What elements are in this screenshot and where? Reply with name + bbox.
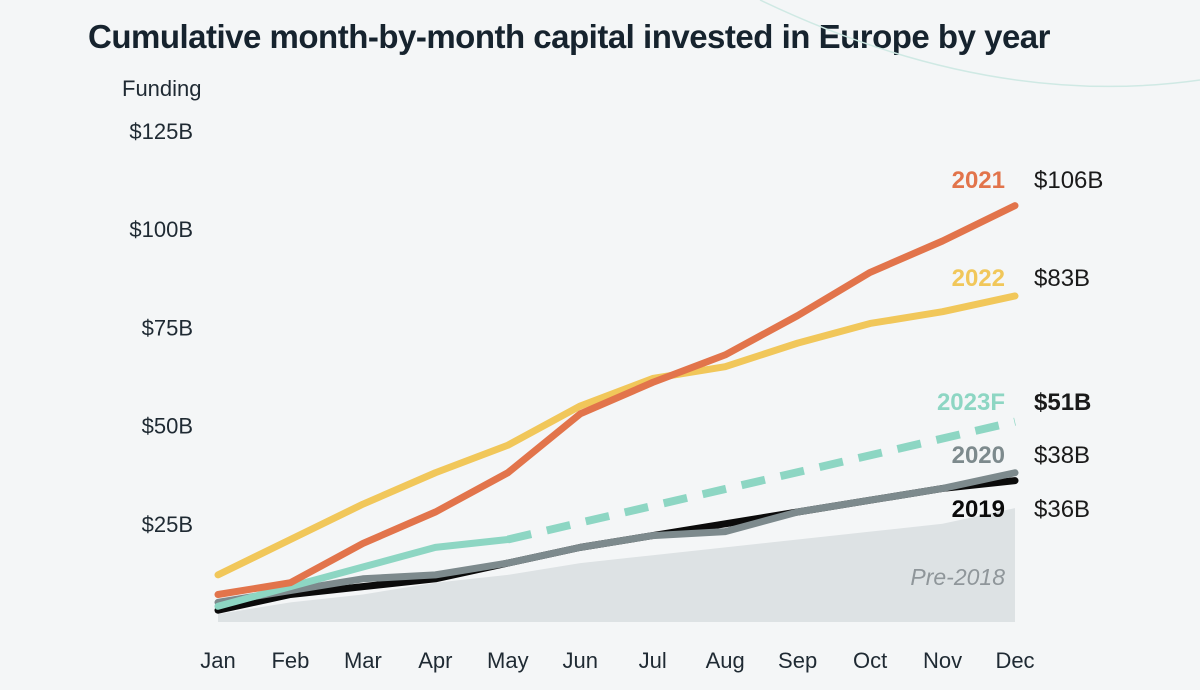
y-tick-label: $125B	[129, 119, 193, 144]
x-tick-label: Nov	[923, 648, 962, 673]
area-pre-2018	[218, 508, 1015, 622]
y-axis-label: Funding	[122, 76, 202, 101]
series-end-value-2021: $106B	[1034, 167, 1103, 194]
series-end-value-2022: $83B	[1034, 265, 1090, 292]
line-2022	[214, 292, 1019, 579]
x-tick-label: Jul	[639, 648, 667, 673]
line-2020	[214, 469, 1019, 606]
x-tick-label: Sep	[778, 648, 817, 673]
x-tick-label: Aug	[706, 648, 745, 673]
area-label-pre-2018: Pre-2018	[910, 564, 1005, 590]
y-tick-label: $25B	[142, 512, 193, 537]
series-name-2021: 2021	[952, 167, 1005, 194]
y-tick-label: $75B	[142, 315, 193, 340]
line-2023f-forecast	[506, 417, 1016, 544]
line-2023f-actual	[214, 536, 512, 610]
series-name-2022: 2022	[952, 265, 1005, 292]
x-tick-label: Jun	[563, 648, 598, 673]
y-tick-label: $50B	[142, 414, 193, 439]
lines-layer	[214, 202, 1019, 614]
series-labels: Pre-2018 2019 $36B 2020 $38B 2023F $51B 2022 $83…	[910, 167, 1103, 590]
y-tick-label: $100B	[129, 217, 193, 242]
series-end-value-2019: $36B	[1034, 496, 1090, 523]
series-end-value-2020: $38B	[1034, 442, 1090, 469]
y-axis-ticks: $25B $50B $75B $100B $125B	[129, 119, 193, 537]
series-name-2023f: 2023F	[937, 389, 1005, 416]
area-layer	[218, 508, 1015, 622]
x-tick-label: Oct	[853, 648, 887, 673]
x-tick-label: Apr	[418, 648, 452, 673]
background-decoration	[759, 0, 1200, 88]
x-tick-label: May	[487, 648, 529, 673]
chart-title: Cumulative month-by-month capital invest…	[88, 18, 1051, 55]
series-name-2020: 2020	[952, 442, 1005, 469]
series-end-value-2023f: $51B	[1034, 389, 1091, 416]
x-axis-ticks: Jan Feb Mar Apr May Jun Jul Aug Sep Oct Nov Dec	[200, 648, 1034, 673]
series-name-2019: 2019	[952, 496, 1005, 523]
x-tick-label: Dec	[995, 648, 1034, 673]
x-tick-label: Mar	[344, 648, 382, 673]
x-tick-label: Jan	[200, 648, 235, 673]
x-tick-label: Feb	[271, 648, 309, 673]
line-2021	[214, 202, 1019, 599]
decorative-arc	[759, 0, 1200, 88]
